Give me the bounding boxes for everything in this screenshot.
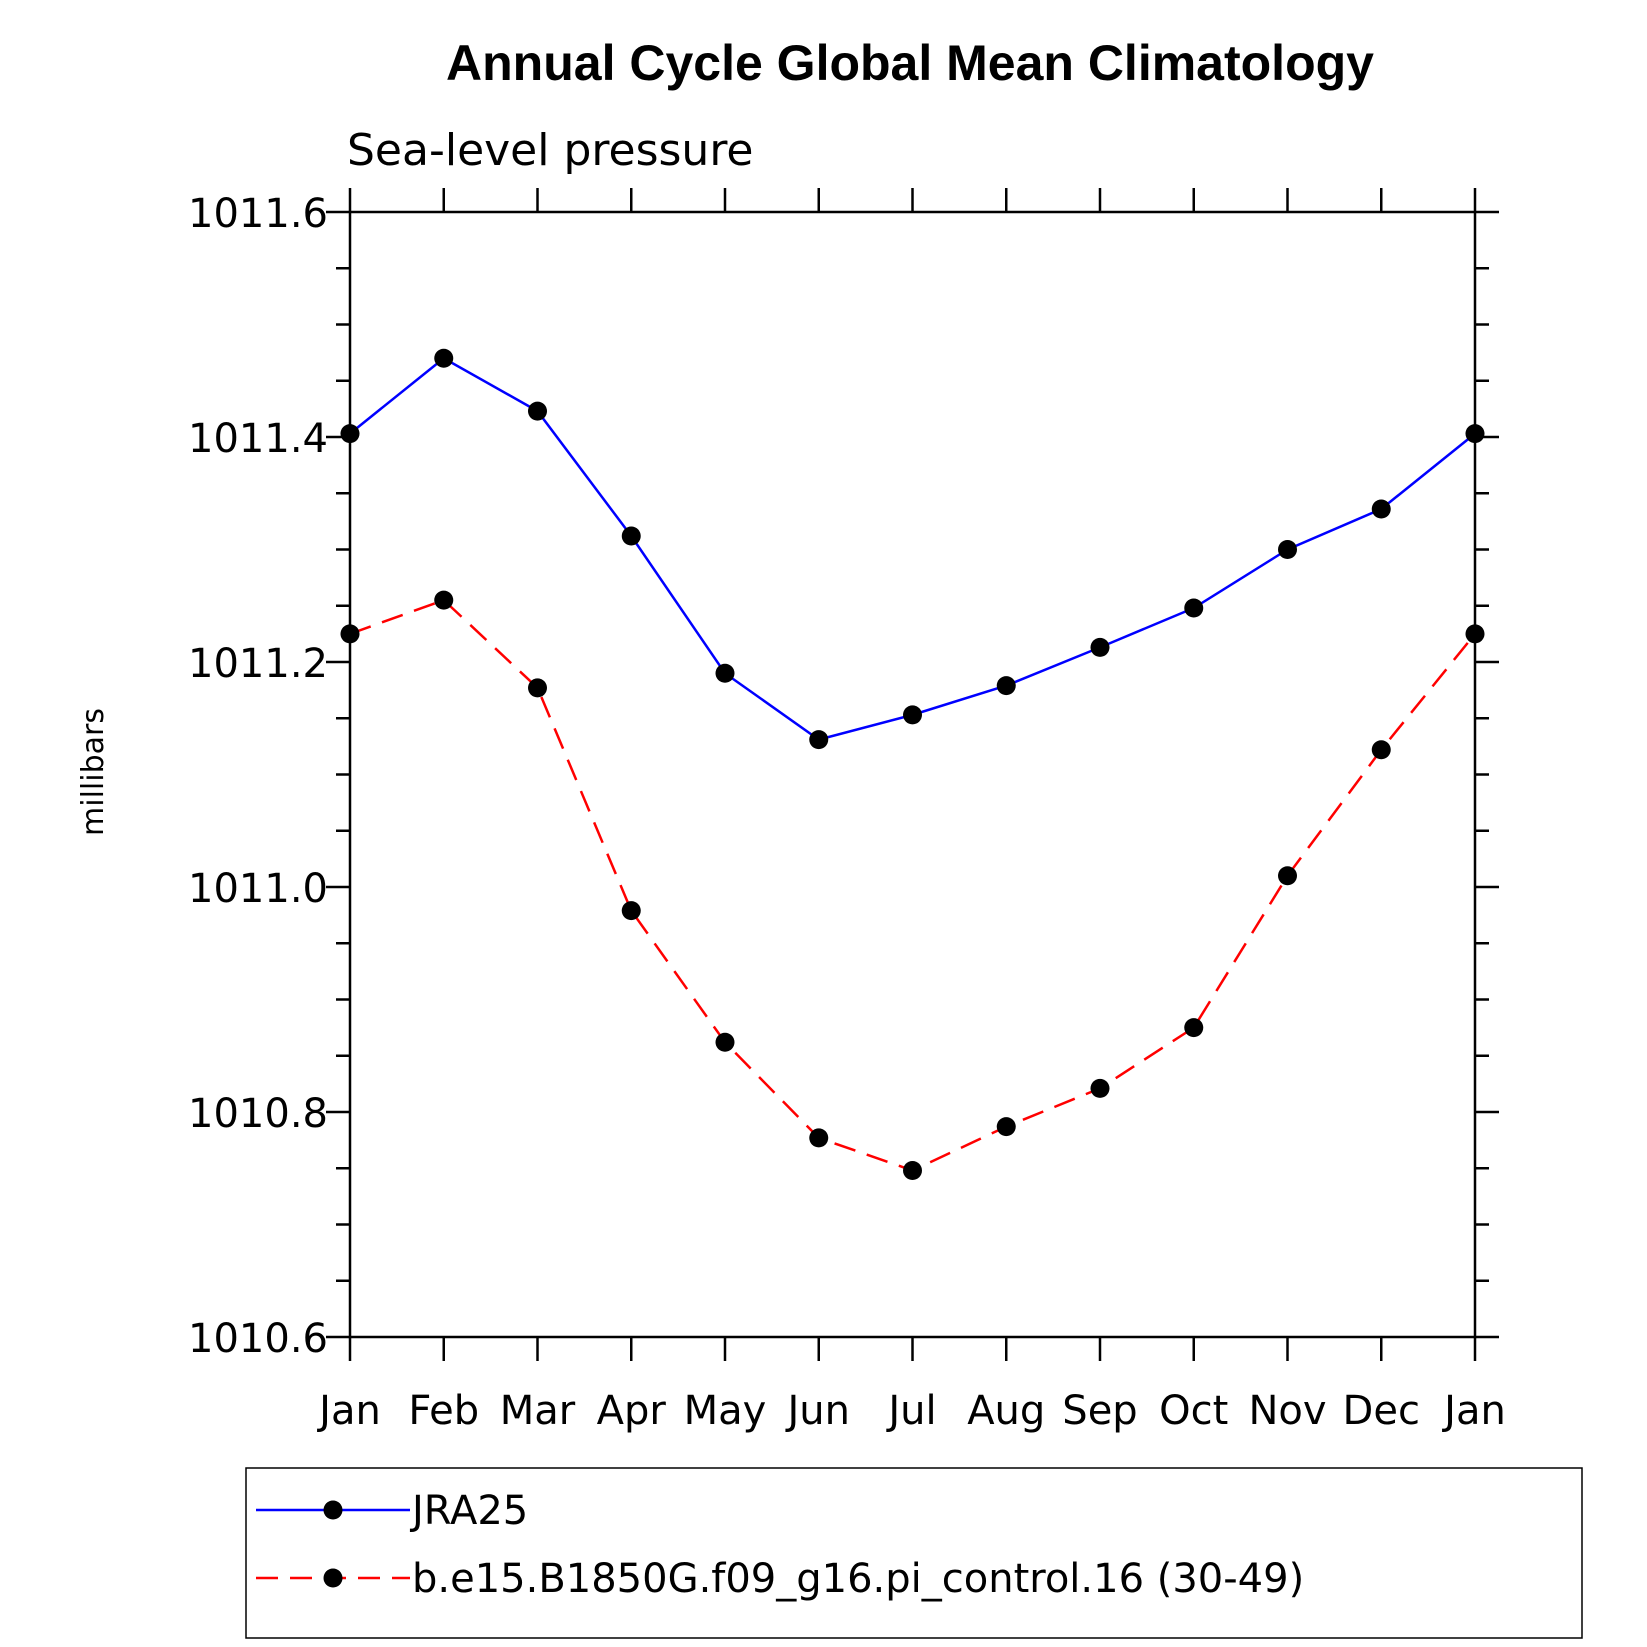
y-tick-label: 1010.8 bbox=[188, 1091, 328, 1137]
data-point bbox=[1371, 499, 1391, 519]
data-point bbox=[340, 424, 360, 444]
axis-ticks: Jan Feb Mar Apr May Jun Jul Aug Sep Oct Nov Dec Jan 1… bbox=[188, 188, 1506, 1434]
data-point bbox=[1465, 624, 1485, 644]
data-point bbox=[715, 663, 735, 683]
x-tick-label: Jun bbox=[785, 1388, 851, 1434]
legend-label-1: JRA25 bbox=[409, 1488, 528, 1534]
y-tick-label: 1011.6 bbox=[188, 191, 328, 237]
y-axis-label: millibars bbox=[76, 708, 111, 836]
data-point bbox=[809, 1128, 829, 1148]
x-tick-label: Jan bbox=[1441, 1388, 1506, 1434]
data-point bbox=[996, 1117, 1016, 1137]
x-tick-label: Dec bbox=[1343, 1388, 1420, 1434]
x-tick-label: Jul bbox=[885, 1388, 936, 1434]
x-tick-label: Nov bbox=[1248, 1388, 1326, 1434]
x-tick-label: Oct bbox=[1159, 1388, 1228, 1434]
data-point bbox=[1184, 1018, 1204, 1038]
y-tick-label: 1010.6 bbox=[188, 1316, 328, 1362]
series-line-2 bbox=[349, 598, 1476, 1172]
chart-title: Annual Cycle Global Mean Climatology bbox=[446, 35, 1374, 91]
data-point bbox=[528, 401, 547, 421]
data-point bbox=[1371, 740, 1391, 760]
data-point bbox=[434, 590, 454, 610]
y-tick-label: 1011.2 bbox=[188, 641, 328, 687]
data-point bbox=[340, 624, 360, 644]
data-point bbox=[1184, 598, 1204, 618]
data-point bbox=[621, 901, 641, 921]
plot-series bbox=[340, 348, 1485, 1180]
x-tick-label: Aug bbox=[967, 1388, 1045, 1434]
y-tick-label: 1011.0 bbox=[188, 866, 328, 912]
data-point bbox=[903, 1161, 922, 1180]
data-point bbox=[1278, 540, 1297, 559]
series-line-1 bbox=[349, 356, 1476, 741]
data-point bbox=[1465, 424, 1485, 444]
y-tick-label: 1011.4 bbox=[188, 416, 328, 462]
x-tick-label: May bbox=[684, 1388, 767, 1434]
x-tick-label: Mar bbox=[500, 1388, 576, 1434]
data-point bbox=[1090, 1078, 1110, 1098]
legend-box bbox=[245, 1467, 1583, 1639]
data-point bbox=[528, 678, 547, 698]
x-tick-label: Sep bbox=[1062, 1388, 1137, 1434]
data-point bbox=[1278, 866, 1297, 886]
legend: JRA25 b.e15.B1850G.f09_g16.pi_control.16 … bbox=[256, 1488, 1304, 1602]
x-tick-label: Feb bbox=[408, 1388, 479, 1434]
legend-label-2: b.e15.B1850G.f09_g16.pi_control.16 (30-4… bbox=[412, 1556, 1304, 1602]
data-point bbox=[1090, 637, 1110, 657]
chart-subtitle: Sea-level pressure bbox=[347, 125, 754, 176]
data-point bbox=[903, 705, 922, 725]
data-point bbox=[809, 730, 829, 750]
data-point bbox=[715, 1032, 735, 1052]
legend-marker-2 bbox=[323, 1568, 343, 1588]
data-point bbox=[996, 676, 1016, 696]
data-point bbox=[621, 526, 641, 546]
x-tick-label: Apr bbox=[597, 1388, 667, 1434]
x-tick-label: Jan bbox=[316, 1388, 381, 1434]
data-point bbox=[434, 348, 454, 368]
legend-marker-1 bbox=[323, 1500, 343, 1520]
